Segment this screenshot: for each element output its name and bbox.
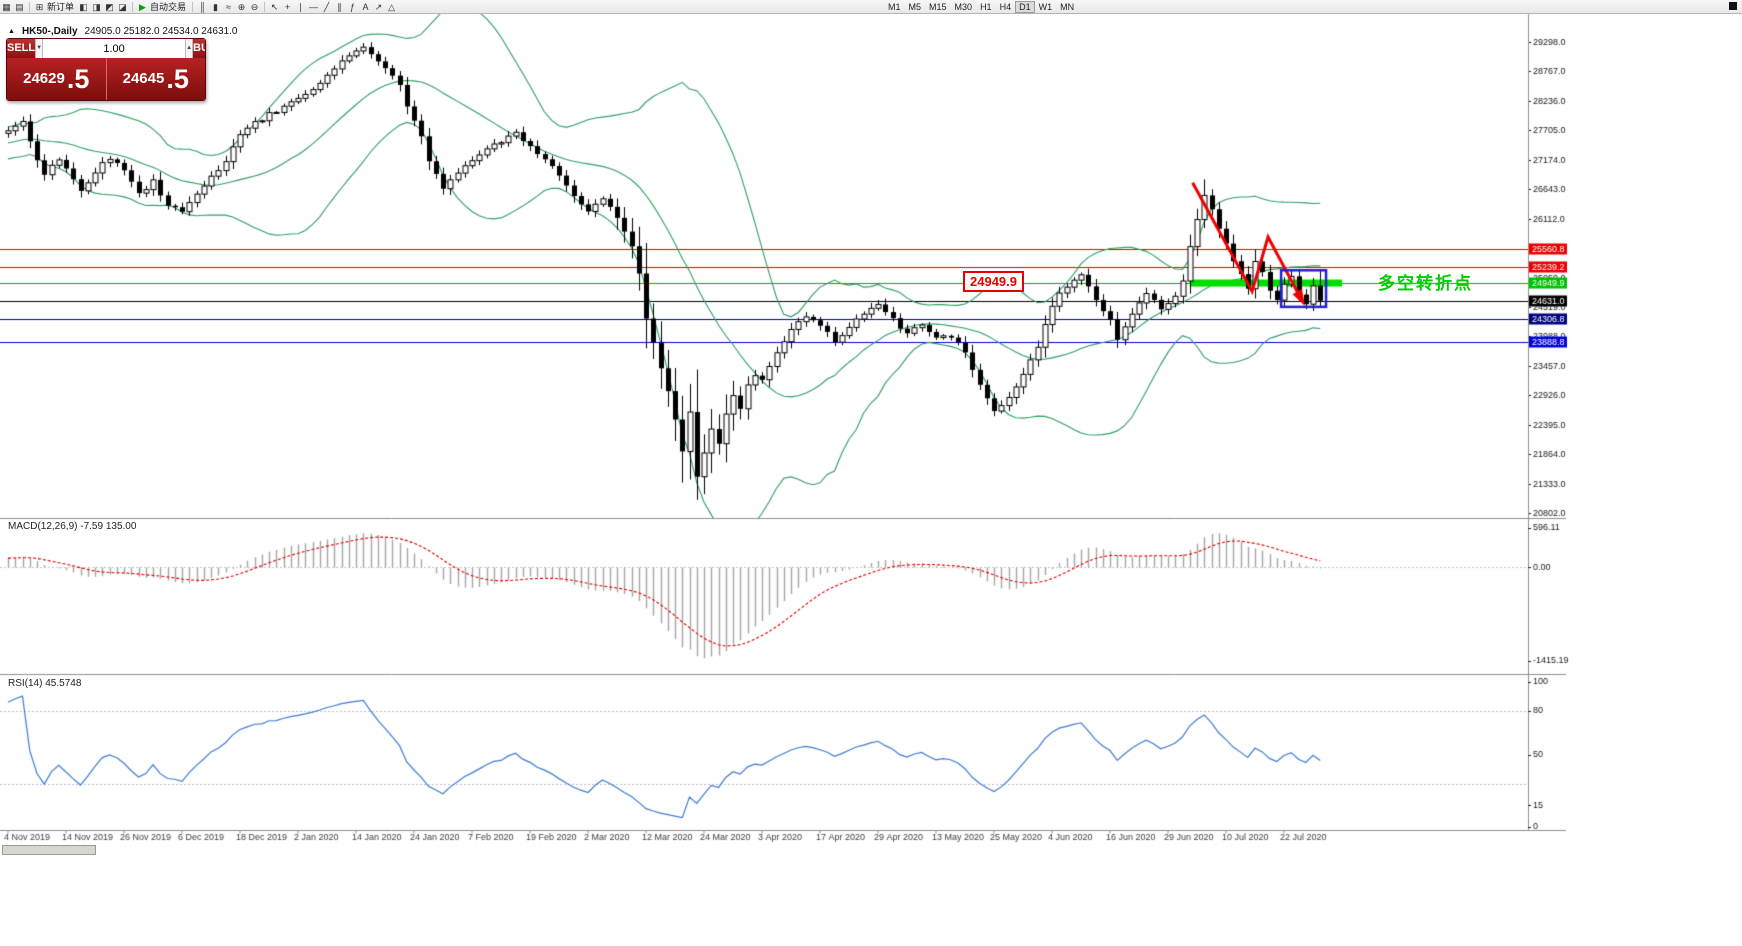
bid-price-main: 24629 — [23, 69, 65, 87]
text-tool-icon[interactable]: A — [362, 1, 369, 12]
volume-down-button[interactable]: ▼ — [35, 39, 44, 58]
navigator-icon[interactable]: ◩ — [105, 1, 114, 12]
tf-m15[interactable]: M15 — [929, 1, 947, 12]
terminal-icon[interactable]: ◪ — [118, 1, 127, 12]
turning-point-label[interactable]: 多空转折点 — [1378, 274, 1473, 293]
tf-m1[interactable]: M1 — [888, 1, 901, 12]
tf-h1[interactable]: H1 — [980, 1, 992, 12]
buy-button[interactable]: BUY — [193, 39, 205, 58]
arrow-tool-icon[interactable]: ↗ — [374, 1, 383, 12]
new-chart-icon[interactable]: ▦ — [2, 1, 11, 12]
sell-button[interactable]: SELL — [7, 39, 36, 58]
volume-input[interactable] — [43, 39, 186, 58]
new-order-icon[interactable]: ⊞ — [35, 1, 44, 12]
timeframe-group: M1 M5 M15 M30 H1 H4 D1 W1 MN — [884, 0, 1078, 13]
price-level-tag[interactable]: 24949.9 — [963, 271, 1024, 292]
horizontal-scrollbar[interactable] — [2, 845, 96, 855]
cursor-icon[interactable]: ↖ — [270, 1, 279, 12]
ohlc-readout: 24905.0 25182.0 24534.0 24631.0 — [84, 26, 238, 37]
tf-m30[interactable]: M30 — [954, 1, 973, 12]
price-chart-canvas[interactable] — [0, 13, 1742, 846]
one-click-trading-panel: SELL ▼ ▲ BUY 24629 .5 24645 .5 — [6, 38, 206, 101]
symbol-period-label: HK50-,Daily — [21, 26, 78, 37]
toolbar-separator — [264, 1, 266, 12]
bid-price[interactable]: 24629 .5 — [7, 58, 106, 100]
tf-d1[interactable]: D1 — [1015, 0, 1035, 13]
symbol-ohlc-line: ▲ HK50-,Daily 24905.0 25182.0 24534.0 24… — [8, 26, 237, 37]
ask-price[interactable]: 24645 .5 — [105, 58, 206, 100]
data-window-icon[interactable]: ◨ — [92, 1, 101, 12]
fibonacci-icon[interactable]: ƒ — [350, 1, 356, 12]
trade-prices-row: 24629 .5 24645 .5 — [7, 58, 205, 100]
zoom-in-icon[interactable]: ⊕ — [237, 1, 246, 12]
zoom-out-icon[interactable]: ⊖ — [250, 1, 259, 12]
rsi-indicator-label: RSI(14) 45.5748 — [8, 678, 82, 689]
macd-indicator-label: MACD(12,26,9) -7.59 135.00 — [8, 521, 137, 532]
toolbar-separator — [192, 1, 194, 12]
trade-controls-row: SELL ▼ ▲ BUY — [7, 39, 205, 58]
trendline-icon[interactable]: ╱ — [323, 1, 330, 12]
line-chart-icon[interactable]: ≈ — [226, 1, 231, 12]
toolbar-separator — [132, 1, 134, 12]
vertical-line-icon[interactable]: ∣ — [298, 1, 303, 12]
tf-m5[interactable]: M5 — [908, 1, 922, 12]
new-order-button[interactable]: 新订单 — [47, 1, 75, 12]
tf-mn[interactable]: MN — [1060, 1, 1075, 12]
one-click-collapse-icon[interactable]: ▲ — [8, 28, 15, 35]
channel-icon[interactable]: ∥ — [337, 1, 342, 12]
auto-trading-button[interactable]: 自动交易 — [150, 1, 187, 12]
candlestick-chart-icon[interactable]: ▮ — [213, 1, 218, 12]
chart-profiles-icon[interactable]: ▤ — [15, 1, 24, 12]
main-toolbar: ▦ ▤ ⊞ 新订单 ◧ ◨ ◩ ◪ ▶ 自动交易 ║ ▮ ≈ ⊕ ⊖ ↖ + ∣… — [0, 0, 1742, 14]
tf-w1[interactable]: W1 — [1038, 1, 1053, 12]
ask-price-frac: .5 — [166, 63, 189, 94]
shapes-tool-icon[interactable]: △ — [388, 1, 395, 12]
volume-up-button[interactable]: ▲ — [185, 39, 194, 58]
bar-chart-icon[interactable]: ║ — [199, 1, 206, 12]
auto-trading-icon[interactable]: ▶ — [139, 1, 146, 12]
crosshair-icon[interactable]: + — [284, 1, 291, 12]
horizontal-line-icon[interactable]: ― — [309, 1, 319, 12]
bid-price-frac: .5 — [66, 63, 90, 94]
ask-price-main: 24645 — [122, 69, 165, 87]
tf-h4[interactable]: H4 — [999, 1, 1012, 12]
toolbar-separator — [29, 1, 30, 12]
window-corner-icon — [1729, 2, 1737, 10]
market-watch-icon[interactable]: ◧ — [79, 1, 88, 12]
